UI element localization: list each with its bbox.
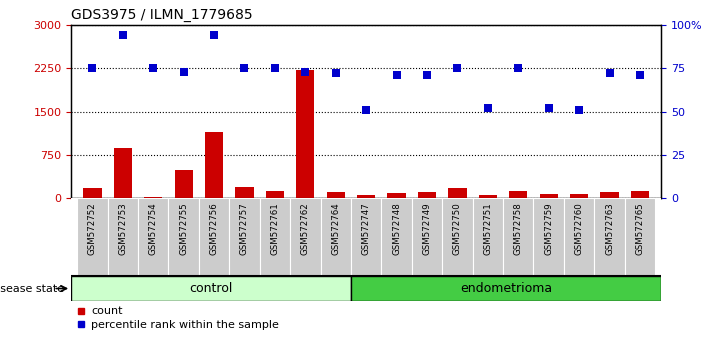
Bar bbox=[351, 198, 381, 276]
Text: GSM572747: GSM572747 bbox=[362, 202, 370, 255]
Bar bbox=[77, 198, 107, 276]
Legend: count, percentile rank within the sample: count, percentile rank within the sample bbox=[77, 307, 279, 330]
Bar bbox=[71, 276, 351, 301]
Point bbox=[330, 70, 341, 76]
Text: GSM572761: GSM572761 bbox=[270, 202, 279, 255]
Point bbox=[543, 105, 555, 111]
Text: GSM572764: GSM572764 bbox=[331, 202, 341, 255]
Point bbox=[208, 32, 220, 38]
Text: GSM572757: GSM572757 bbox=[240, 202, 249, 255]
Text: GSM572748: GSM572748 bbox=[392, 202, 401, 255]
Bar bbox=[169, 198, 199, 276]
Bar bbox=[631, 191, 649, 198]
Bar bbox=[229, 198, 260, 276]
Point bbox=[482, 105, 493, 111]
Bar bbox=[351, 276, 661, 301]
Bar bbox=[540, 194, 558, 198]
Text: GSM572762: GSM572762 bbox=[301, 202, 310, 255]
Text: GSM572754: GSM572754 bbox=[149, 202, 158, 255]
Point bbox=[117, 32, 129, 38]
Bar bbox=[266, 191, 284, 198]
Text: GSM572755: GSM572755 bbox=[179, 202, 188, 255]
Point bbox=[87, 65, 98, 71]
Bar bbox=[449, 188, 466, 198]
Bar bbox=[381, 198, 412, 276]
Point bbox=[422, 72, 433, 78]
Text: disease state: disease state bbox=[0, 284, 64, 293]
Bar bbox=[509, 191, 528, 198]
Text: GSM572765: GSM572765 bbox=[636, 202, 644, 255]
Bar bbox=[412, 198, 442, 276]
Bar bbox=[564, 198, 594, 276]
Text: GSM572751: GSM572751 bbox=[483, 202, 492, 255]
Bar bbox=[321, 198, 351, 276]
Text: GSM572756: GSM572756 bbox=[210, 202, 218, 255]
Text: GSM572750: GSM572750 bbox=[453, 202, 462, 255]
Point bbox=[239, 65, 250, 71]
Point bbox=[269, 65, 281, 71]
Bar bbox=[205, 132, 223, 198]
Text: GSM572760: GSM572760 bbox=[574, 202, 584, 255]
Point bbox=[513, 65, 524, 71]
Point bbox=[178, 69, 189, 74]
Point bbox=[573, 107, 584, 113]
Bar bbox=[600, 192, 619, 198]
Point bbox=[391, 72, 402, 78]
Point bbox=[360, 107, 372, 113]
Bar bbox=[199, 198, 229, 276]
Point bbox=[451, 65, 463, 71]
Bar bbox=[260, 198, 290, 276]
Bar bbox=[442, 198, 473, 276]
Bar bbox=[418, 192, 436, 198]
Text: GSM572759: GSM572759 bbox=[544, 202, 553, 255]
Text: GSM572749: GSM572749 bbox=[422, 202, 432, 255]
Bar bbox=[594, 198, 625, 276]
Bar bbox=[144, 196, 162, 198]
Bar bbox=[235, 187, 254, 198]
Bar bbox=[503, 198, 533, 276]
Bar bbox=[290, 198, 321, 276]
Bar bbox=[387, 193, 406, 198]
Text: GSM572752: GSM572752 bbox=[88, 202, 97, 255]
Point bbox=[299, 69, 311, 74]
Bar bbox=[473, 198, 503, 276]
Bar bbox=[83, 188, 102, 198]
Point bbox=[604, 70, 615, 76]
Bar bbox=[326, 192, 345, 198]
Bar bbox=[138, 198, 169, 276]
Bar bbox=[357, 195, 375, 198]
Point bbox=[634, 72, 646, 78]
Bar bbox=[533, 198, 564, 276]
Text: GSM572758: GSM572758 bbox=[514, 202, 523, 255]
Bar bbox=[107, 198, 138, 276]
Text: GSM572753: GSM572753 bbox=[118, 202, 127, 255]
Bar bbox=[570, 194, 588, 198]
Text: endometrioma: endometrioma bbox=[460, 282, 552, 295]
Bar bbox=[174, 171, 193, 198]
Text: control: control bbox=[189, 282, 232, 295]
Text: GDS3975 / ILMN_1779685: GDS3975 / ILMN_1779685 bbox=[71, 8, 252, 22]
Bar bbox=[479, 195, 497, 198]
Point bbox=[148, 65, 159, 71]
Bar bbox=[114, 148, 132, 198]
Bar bbox=[625, 198, 655, 276]
Text: GSM572763: GSM572763 bbox=[605, 202, 614, 255]
Bar bbox=[296, 70, 314, 198]
